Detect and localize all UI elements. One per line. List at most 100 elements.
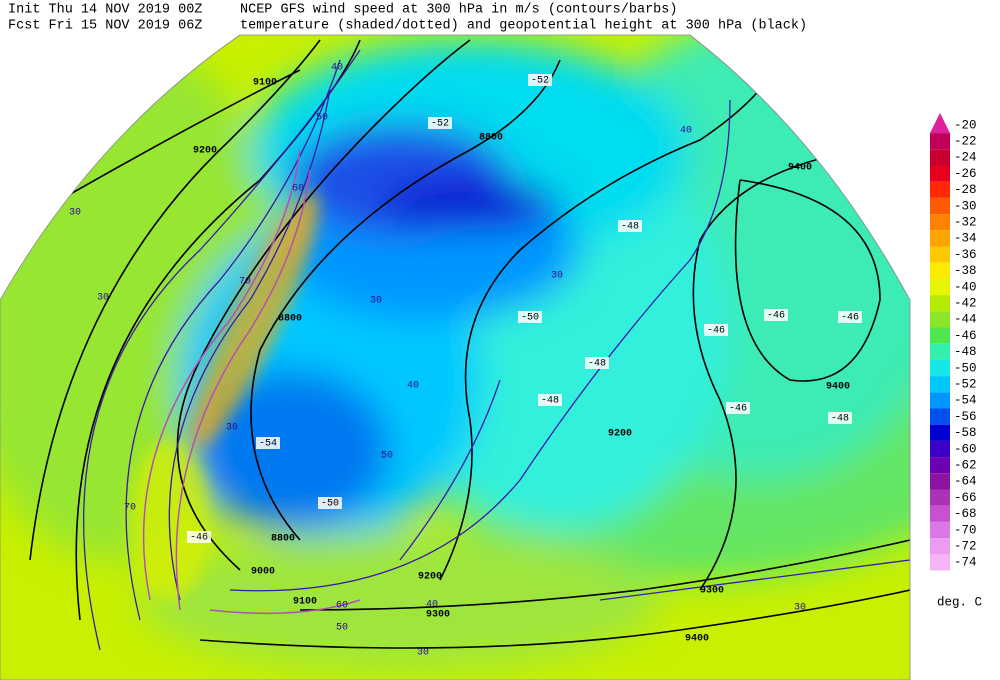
temperature-label-box [585, 357, 609, 369]
temperature-contour-label: -50 [521, 313, 539, 324]
colorbar-swatch [930, 376, 950, 393]
colorbar-unit: deg. C [937, 595, 982, 609]
colorbar-swatch [930, 181, 950, 198]
temperature-label-box [704, 324, 728, 336]
colorbar-swatch [930, 538, 950, 555]
colorbar-label: -28 [954, 183, 977, 197]
temperature-contour-label: -48 [831, 414, 849, 425]
wind-contour-label: 30 [417, 648, 429, 659]
temperature-label-box [538, 394, 562, 406]
temperature-label-box [256, 437, 280, 449]
height-contour-label: 8800 [278, 314, 302, 325]
wind-contour-label: 50 [336, 623, 348, 634]
colorbar-swatch [930, 278, 950, 296]
temperature-label-box [518, 311, 542, 323]
colorbar-label: -42 [954, 296, 977, 310]
colorbar-swatch [930, 197, 950, 215]
colorbar-swatch [930, 311, 950, 328]
colorbar-swatch [930, 489, 950, 506]
colorbar-label: -36 [954, 248, 977, 262]
colorbar-swatch [930, 262, 950, 279]
colorbar-label: -40 [954, 280, 977, 294]
colorbar-swatch [930, 424, 950, 441]
wind-contour-label: 40 [426, 600, 438, 611]
height-contour-label: 9200 [193, 146, 217, 157]
height-contour-label: 9300 [426, 610, 450, 621]
colorbar-label: -48 [954, 345, 977, 359]
temperature-contour-label: -50 [321, 499, 339, 510]
temperature-label-box [528, 74, 552, 86]
title-line-2: temperature (shaded/dotted) and geopoten… [240, 19, 807, 34]
colorbar-swatch [930, 295, 950, 312]
temperature-label-box [187, 531, 211, 543]
colorbar-swatch [930, 505, 950, 522]
wind-contour-label: 50 [381, 451, 393, 462]
colorbar-label: -70 [954, 523, 977, 537]
height-contour-label: 8800 [271, 534, 295, 545]
wind-contour-label: 60 [336, 601, 348, 612]
colorbar-swatch [930, 440, 950, 458]
height-contour-label: 9400 [826, 382, 850, 393]
temperature-contour-label: -48 [541, 396, 559, 407]
wind-contour-label: 60 [292, 184, 304, 195]
colorbar-swatch [930, 408, 950, 425]
colorbar-swatch [930, 133, 950, 150]
wind-contour-label: 30 [370, 296, 382, 307]
colorbar-swatch [930, 230, 950, 247]
colorbar-label: -34 [954, 232, 977, 246]
temperature-contour-label: -46 [190, 533, 208, 544]
colorbar-swatch [930, 343, 950, 360]
wind-contour-label: 30 [794, 603, 806, 614]
height-contour-label: 9200 [418, 572, 442, 583]
height-contour-label: 9300 [700, 586, 724, 597]
temperature-contour-label: -46 [841, 313, 859, 324]
colorbar-label: -66 [954, 491, 977, 505]
temperature-contour-label: -54 [259, 439, 277, 450]
temperature-contour-label: -48 [588, 359, 606, 370]
colorbar-swatch [930, 165, 950, 182]
height-contour-label: 9000 [251, 567, 275, 578]
wind-contour-label: 30 [226, 423, 238, 434]
colorbar-swatch [930, 214, 950, 231]
forecast-time: Fcst Fri 15 NOV 2019 06Z [8, 19, 202, 34]
temperature-contour-label: -52 [531, 76, 549, 87]
height-contour-label: 9100 [293, 597, 317, 608]
colorbar-swatch [930, 392, 950, 409]
wind-contour-label: 40 [407, 381, 419, 392]
temperature-label-box [428, 117, 452, 129]
colorbar-label: -72 [954, 539, 977, 553]
colorbar-label: -26 [954, 167, 977, 181]
wind-contour-label: 30 [97, 293, 109, 304]
colorbar-label: -62 [954, 458, 977, 472]
colorbar-swatch [930, 457, 950, 474]
wind-contour-label: 50 [316, 113, 328, 124]
wind-contour-label: 70 [124, 503, 136, 514]
colorbar-arrow [930, 112, 950, 134]
colorbar-label: -52 [954, 377, 977, 391]
colorbar-label: -32 [954, 215, 977, 229]
wind-contour-label: 30 [551, 271, 563, 282]
height-contour-label: 8800 [479, 133, 503, 144]
colorbar-label: -44 [954, 313, 977, 327]
colorbar-label: -64 [954, 475, 977, 489]
colorbar-label: -54 [954, 394, 977, 408]
wind-contour-label: 40 [680, 126, 692, 137]
colorbar-swatch [930, 473, 950, 490]
colorbar-label: -38 [954, 264, 977, 278]
init-time: Init Thu 14 NOV 2019 00Z [8, 3, 202, 18]
colorbar-label: -74 [954, 556, 977, 570]
height-contour-label: 9400 [788, 163, 812, 174]
colorbar-label: -20 [954, 118, 977, 132]
colorbar-swatch [930, 246, 950, 263]
temperature-label-box [828, 412, 852, 424]
colorbar-swatch [930, 359, 950, 377]
colorbar-label: -60 [954, 442, 977, 456]
height-contour-label: 9200 [608, 429, 632, 440]
wind-contour-label: 70 [239, 277, 251, 288]
wind-contour-label: 40 [331, 63, 343, 74]
colorbar-label: -22 [954, 134, 977, 148]
temperature-label-box [726, 402, 750, 414]
